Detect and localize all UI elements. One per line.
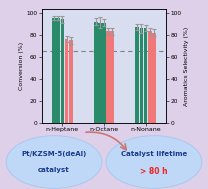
- Bar: [140, 28, 143, 123]
- Ellipse shape: [106, 136, 202, 188]
- Bar: [106, 32, 110, 123]
- Bar: [152, 33, 156, 123]
- Bar: [52, 18, 56, 123]
- Bar: [65, 39, 68, 123]
- Bar: [61, 19, 64, 123]
- Y-axis label: Aromatics Selectivity (%): Aromatics Selectivity (%): [184, 26, 189, 106]
- Bar: [94, 22, 98, 123]
- Text: > 80 h: > 80 h: [140, 167, 168, 176]
- Bar: [98, 23, 102, 123]
- Bar: [148, 32, 152, 123]
- Bar: [56, 18, 60, 123]
- Text: Pt/KZSM-5(deAl): Pt/KZSM-5(deAl): [21, 151, 87, 157]
- Bar: [69, 40, 73, 123]
- Text: catalyst: catalyst: [38, 167, 70, 173]
- Bar: [144, 28, 147, 123]
- Bar: [135, 27, 139, 123]
- Bar: [110, 32, 114, 123]
- Text: Catalyst lifetime: Catalyst lifetime: [121, 151, 187, 157]
- Y-axis label: Conversion (%): Conversion (%): [19, 42, 24, 90]
- Ellipse shape: [6, 136, 102, 188]
- Bar: [102, 23, 106, 123]
